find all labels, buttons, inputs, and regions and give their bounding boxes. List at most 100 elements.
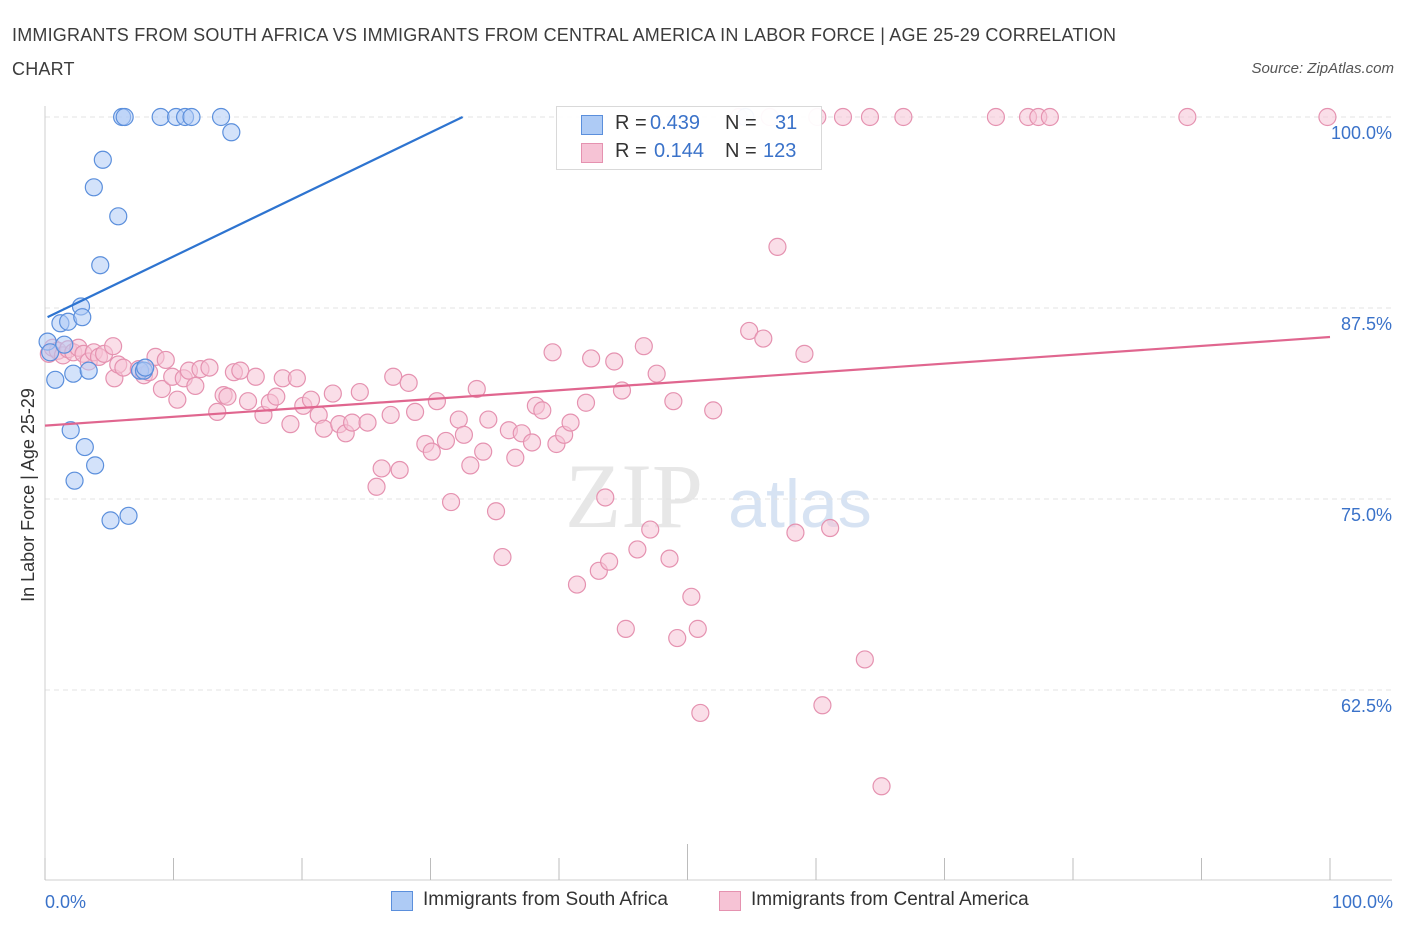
point-central-america[interactable] — [986, 107, 1006, 127]
point-central-america[interactable] — [600, 552, 619, 571]
point-south-africa[interactable] — [41, 343, 60, 362]
point-central-america[interactable] — [634, 337, 653, 356]
point-south-africa[interactable] — [46, 370, 65, 389]
point-central-america[interactable] — [641, 520, 660, 539]
point-central-america[interactable] — [218, 387, 237, 406]
point-central-america[interactable] — [474, 442, 493, 461]
point-central-america[interactable] — [567, 575, 587, 594]
point-central-america[interactable] — [533, 401, 552, 420]
point-central-america[interactable] — [384, 367, 403, 386]
point-central-america[interactable] — [860, 107, 880, 127]
point-central-america[interactable] — [688, 619, 707, 638]
point-central-america[interactable] — [301, 390, 321, 409]
point-central-america[interactable] — [616, 619, 635, 638]
point-central-america[interactable] — [350, 382, 369, 402]
point-central-america[interactable] — [208, 402, 227, 422]
point-south-africa[interactable] — [91, 256, 110, 275]
point-south-africa[interactable] — [151, 107, 170, 127]
legend-item-south-africa[interactable]: Immigrants from South Africa — [391, 888, 701, 916]
point-central-america[interactable] — [104, 337, 123, 356]
point-central-america[interactable] — [114, 358, 133, 377]
point-central-america[interactable] — [441, 492, 461, 512]
point-central-america[interactable] — [367, 477, 386, 496]
point-central-america[interactable] — [668, 628, 687, 648]
point-central-america[interactable] — [186, 376, 205, 396]
point-south-africa[interactable] — [211, 107, 231, 127]
point-central-america[interactable] — [704, 401, 723, 420]
point-south-africa[interactable] — [109, 207, 128, 226]
point-central-america[interactable] — [522, 433, 542, 452]
point-central-america[interactable] — [754, 329, 773, 348]
point-central-america[interactable] — [1178, 107, 1197, 127]
point-south-africa[interactable] — [136, 358, 155, 377]
point-central-america[interactable] — [894, 107, 913, 127]
point-south-africa[interactable] — [222, 123, 241, 142]
point-south-africa[interactable] — [79, 361, 98, 380]
point-central-america[interactable] — [821, 518, 840, 538]
point-central-america[interactable] — [427, 392, 447, 411]
point-central-america[interactable] — [660, 549, 679, 568]
point-central-america[interactable] — [795, 344, 814, 363]
point-central-america[interactable] — [582, 349, 601, 368]
point-south-africa[interactable] — [86, 456, 105, 475]
point-south-africa[interactable] — [61, 421, 80, 440]
point-south-africa[interactable] — [115, 107, 134, 127]
point-central-america[interactable] — [1040, 107, 1059, 127]
point-south-africa[interactable] — [73, 308, 92, 327]
point-central-america[interactable] — [281, 415, 300, 434]
point-central-america[interactable] — [561, 413, 580, 432]
point-central-america[interactable] — [449, 410, 468, 429]
point-central-america[interactable] — [405, 402, 425, 422]
point-central-america[interactable] — [855, 650, 874, 669]
point-south-africa[interactable] — [93, 150, 112, 169]
point-central-america[interactable] — [664, 392, 683, 411]
point-central-america[interactable] — [682, 587, 701, 606]
point-central-america[interactable] — [436, 431, 456, 451]
point-central-america[interactable] — [287, 369, 306, 388]
point-south-africa[interactable] — [84, 178, 103, 197]
point-central-america[interactable] — [372, 459, 391, 478]
point-central-america[interactable] — [691, 703, 710, 723]
point-central-america[interactable] — [152, 379, 172, 399]
point-central-america[interactable] — [467, 379, 486, 399]
point-central-america[interactable] — [314, 419, 333, 438]
legend-item-central-america[interactable]: Immigrants from Central America — [719, 888, 1059, 916]
point-central-america[interactable] — [246, 367, 265, 386]
point-central-america[interactable] — [156, 350, 175, 370]
point-central-america[interactable] — [390, 460, 409, 480]
point-central-america[interactable] — [493, 547, 512, 567]
point-central-america[interactable] — [786, 523, 805, 542]
point-south-africa[interactable] — [119, 506, 138, 525]
point-central-america[interactable] — [422, 442, 441, 461]
point-central-america[interactable] — [813, 696, 832, 715]
point-south-africa[interactable] — [75, 437, 94, 457]
point-central-america[interactable] — [628, 540, 647, 559]
point-central-america[interactable] — [461, 456, 480, 475]
point-central-america[interactable] — [358, 413, 377, 432]
point-central-america[interactable] — [343, 413, 362, 432]
point-central-america[interactable] — [486, 502, 506, 521]
point-central-america[interactable] — [267, 387, 286, 406]
point-south-africa[interactable] — [65, 471, 84, 490]
point-central-america[interactable] — [1318, 107, 1337, 127]
point-central-america[interactable] — [506, 448, 525, 467]
point-central-america[interactable] — [200, 358, 219, 377]
point-south-africa[interactable] — [182, 107, 201, 127]
point-central-america[interactable] — [647, 364, 666, 383]
point-central-america[interactable] — [381, 405, 400, 425]
point-south-africa[interactable] — [55, 335, 74, 354]
point-central-america[interactable] — [231, 361, 250, 380]
point-central-america[interactable] — [399, 373, 418, 392]
point-central-america[interactable] — [605, 352, 624, 371]
point-central-america[interactable] — [323, 384, 342, 403]
point-central-america[interactable] — [596, 488, 615, 507]
point-south-africa[interactable] — [64, 364, 83, 383]
point-central-america[interactable] — [833, 107, 853, 127]
point-central-america[interactable] — [543, 343, 562, 362]
point-central-america[interactable] — [454, 425, 474, 444]
point-central-america[interactable] — [576, 393, 596, 412]
point-central-america[interactable] — [740, 321, 759, 341]
point-central-america[interactable] — [479, 410, 498, 429]
point-central-america[interactable] — [238, 392, 258, 411]
point-central-america[interactable] — [768, 237, 787, 256]
